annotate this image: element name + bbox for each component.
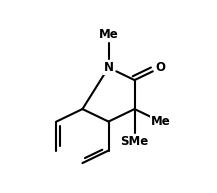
Text: SMe: SMe — [120, 135, 149, 148]
Text: Me: Me — [99, 28, 118, 41]
Text: Me: Me — [151, 115, 171, 128]
Text: O: O — [156, 61, 166, 74]
Text: N: N — [104, 61, 113, 74]
